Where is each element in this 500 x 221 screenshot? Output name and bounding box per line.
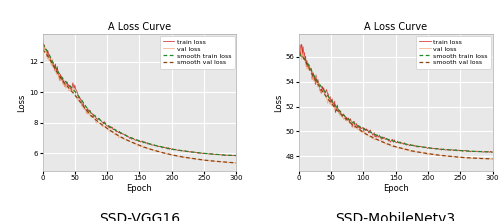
Line: val loss: val loss: [42, 45, 236, 163]
train loss: [234, 154, 239, 157]
Line: smooth val loss: smooth val loss: [298, 51, 492, 159]
val loss: [374, 138, 380, 141]
val loss: [219, 161, 225, 163]
smooth val loss: [40, 48, 46, 51]
smooth train loss: [118, 131, 124, 134]
smooth val loss: [428, 153, 434, 155]
smooth val loss: [118, 135, 124, 138]
smooth train loss: [490, 151, 496, 153]
smooth val loss: [192, 158, 198, 160]
smooth train loss: [380, 137, 386, 139]
smooth val loss: [448, 155, 454, 158]
val loss: [428, 153, 434, 156]
train loss: [487, 151, 493, 154]
smooth train loss: [172, 148, 178, 151]
X-axis label: Epoch: Epoch: [126, 184, 152, 193]
smooth val loss: [374, 138, 380, 141]
smooth val loss: [476, 157, 482, 160]
train loss: [298, 43, 304, 46]
smooth val loss: [490, 158, 496, 160]
smooth val loss: [380, 141, 386, 144]
val loss: [296, 46, 302, 49]
X-axis label: Epoch: Epoch: [382, 184, 408, 193]
val loss: [449, 155, 455, 158]
val loss: [40, 44, 46, 47]
train loss: [118, 132, 124, 135]
train loss: [203, 152, 209, 155]
smooth val loss: [219, 160, 225, 163]
train loss: [233, 154, 239, 157]
Line: smooth train loss: smooth train loss: [298, 54, 492, 152]
train loss: [374, 133, 380, 136]
val loss: [488, 158, 494, 160]
Y-axis label: Loss: Loss: [274, 93, 282, 112]
Legend: train loss, val loss, smooth train loss, smooth val loss: train loss, val loss, smooth train loss,…: [160, 36, 234, 69]
train loss: [124, 135, 130, 138]
val loss: [203, 159, 209, 162]
smooth val loss: [203, 159, 209, 162]
smooth train loss: [296, 53, 302, 56]
train loss: [219, 154, 225, 157]
train loss: [40, 35, 46, 38]
smooth train loss: [219, 154, 225, 156]
smooth train loss: [234, 154, 239, 157]
val loss: [234, 162, 239, 164]
Line: train loss: train loss: [42, 37, 236, 156]
val loss: [296, 44, 302, 47]
smooth train loss: [428, 147, 434, 149]
smooth val loss: [296, 50, 302, 53]
val loss: [381, 141, 387, 144]
smooth train loss: [124, 135, 130, 137]
smooth train loss: [40, 42, 46, 45]
val loss: [192, 158, 198, 160]
train loss: [490, 151, 496, 154]
smooth val loss: [124, 139, 130, 141]
train loss: [381, 136, 387, 139]
train loss: [192, 151, 198, 154]
val loss: [460, 156, 466, 159]
Line: smooth val loss: smooth val loss: [42, 50, 236, 163]
Text: SSD-VGG16: SSD-VGG16: [99, 212, 180, 221]
Text: SSD-MobileNetv3: SSD-MobileNetv3: [336, 212, 456, 221]
smooth train loss: [192, 151, 198, 154]
train loss: [449, 148, 455, 151]
train loss: [476, 150, 482, 152]
smooth train loss: [476, 150, 482, 153]
Line: val loss: val loss: [298, 46, 492, 159]
Title: A Loss Curve: A Loss Curve: [108, 22, 171, 32]
val loss: [172, 155, 178, 157]
smooth val loss: [459, 156, 465, 159]
val loss: [490, 158, 496, 160]
Title: A Loss Curve: A Loss Curve: [364, 22, 427, 32]
train loss: [460, 150, 466, 153]
train loss: [296, 53, 302, 56]
smooth val loss: [172, 154, 178, 157]
smooth train loss: [203, 152, 209, 155]
val loss: [476, 157, 482, 159]
smooth train loss: [448, 149, 454, 151]
smooth val loss: [234, 162, 239, 164]
train loss: [172, 148, 178, 151]
smooth train loss: [374, 134, 380, 137]
Legend: train loss, val loss, smooth train loss, smooth val loss: train loss, val loss, smooth train loss,…: [416, 36, 490, 69]
val loss: [118, 135, 124, 138]
Y-axis label: Loss: Loss: [18, 93, 26, 112]
val loss: [124, 139, 130, 142]
train loss: [428, 147, 434, 150]
Line: train loss: train loss: [298, 45, 492, 152]
smooth train loss: [459, 149, 465, 152]
Line: smooth train loss: smooth train loss: [42, 44, 236, 156]
